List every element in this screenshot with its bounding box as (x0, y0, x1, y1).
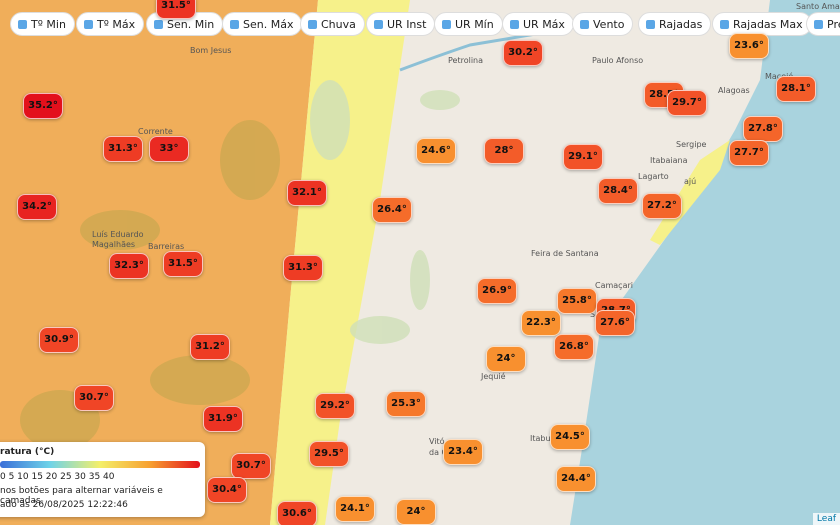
temperature-marker[interactable]: 31.5° (163, 251, 203, 277)
attribution[interactable]: Leaf (812, 513, 840, 525)
temperature-marker[interactable]: 29.2° (315, 393, 355, 419)
toolbar-button[interactable]: Vento (572, 12, 634, 36)
place-label: ajú (684, 177, 697, 186)
place-label: Sergipe (676, 140, 707, 149)
terrain (20, 120, 280, 450)
place-label: Itabaiana (650, 156, 688, 165)
legend-title: ratura (°C) (0, 447, 55, 457)
temperature-marker[interactable]: 24° (396, 499, 436, 525)
place-label: Bom Jesus (190, 46, 232, 55)
toolbar-button[interactable]: Tº Máx (76, 12, 145, 36)
temperature-marker[interactable]: 26.9° (477, 278, 517, 304)
place-label: Alagoas (718, 86, 750, 95)
toolbar-button[interactable]: Chuva (300, 12, 365, 36)
temperature-marker[interactable]: 35.2° (23, 93, 63, 119)
temperature-marker[interactable]: 26.8° (554, 334, 594, 360)
temperature-marker[interactable]: 27.6° (595, 310, 635, 336)
temperature-marker[interactable]: 28° (484, 138, 524, 164)
temperature-marker[interactable]: 32.1° (287, 180, 327, 206)
temperature-marker[interactable]: 31.3° (103, 136, 143, 162)
toolbar-button[interactable]: Tº Min (10, 12, 75, 36)
place-label: Luís Eduardo (92, 230, 144, 239)
temperature-marker[interactable]: 27.8° (743, 116, 783, 142)
temperature-marker[interactable]: 32.3° (109, 253, 149, 279)
temperature-marker[interactable]: 27.2° (642, 193, 682, 219)
place-label: Petrolina (448, 56, 484, 65)
legend: ratura (°C) 0 5 10 15 20 25 30 35 40 nos… (0, 442, 205, 517)
vegetation (310, 80, 460, 344)
place-label: Santo Amaro (796, 2, 840, 11)
temperature-marker[interactable]: 30.6° (277, 501, 317, 525)
temperature-marker[interactable]: 23.4° (443, 439, 483, 465)
legend-updated: ado às 26/08/2025 12:22:46 (0, 500, 128, 510)
temperature-marker[interactable]: 33° (149, 136, 189, 162)
temperature-marker[interactable]: 24.5° (550, 424, 590, 450)
temperature-marker[interactable]: 31.9° (203, 406, 243, 432)
temperature-marker[interactable]: 34.2° (17, 194, 57, 220)
toolbar-button[interactable]: Pre (806, 12, 840, 36)
place-label: Camaçari (595, 281, 633, 290)
legend-hint: nos botões para alternar variáveis e cam… (0, 486, 163, 506)
toolbar-button[interactable]: UR Máx (502, 12, 574, 36)
place-label: Barreiras (148, 242, 185, 251)
temperature-marker[interactable]: 29.1° (563, 144, 603, 170)
toolbar-button[interactable]: Sen. Máx (222, 12, 303, 36)
temperature-marker[interactable]: 31.3° (283, 255, 323, 281)
temperature-marker[interactable]: 30.4° (207, 477, 247, 503)
place-label: Jequié (481, 372, 506, 381)
temperature-marker[interactable]: 27.7° (729, 140, 769, 166)
place-label: Corrente (138, 127, 173, 136)
place-label: Paulo Afonso (592, 56, 644, 65)
temperature-marker[interactable]: 31.5° (156, 0, 196, 19)
temperature-marker[interactable]: 29.7° (667, 90, 707, 116)
temperature-marker[interactable]: 28.4° (598, 178, 638, 204)
temperature-marker[interactable]: 23.6° (729, 33, 769, 59)
temperature-marker[interactable]: 30.7° (74, 385, 114, 411)
temperature-marker[interactable]: 31.2° (190, 334, 230, 360)
temperature-marker[interactable]: 28.1° (776, 76, 816, 102)
temperature-marker[interactable]: 25.8° (557, 288, 597, 314)
toolbar-button[interactable]: UR Mín (434, 12, 503, 36)
temperature-marker[interactable]: 30.7° (231, 453, 271, 479)
temperature-marker[interactable]: 30.2° (503, 40, 543, 66)
temperature-marker[interactable]: 29.5° (309, 441, 349, 467)
place-label: Magalhães (92, 240, 136, 249)
toolbar-button[interactable]: Rajadas (638, 12, 712, 36)
temperature-marker[interactable]: 22.3° (521, 310, 561, 336)
place-label: Vitó (429, 437, 445, 446)
temperature-marker[interactable]: 24.1° (335, 496, 375, 522)
place-label: Itabu (530, 434, 551, 443)
toolbar-button[interactable]: UR Inst (366, 12, 436, 36)
toolbar-button[interactable]: Rajadas Max (712, 12, 812, 36)
temperature-marker[interactable]: 24.6° (416, 138, 456, 164)
place-label: Lagarto (638, 172, 669, 181)
legend-gradient (0, 461, 200, 468)
temperature-marker[interactable]: 24.4° (556, 466, 596, 492)
temperature-marker[interactable]: 30.9° (39, 327, 79, 353)
legend-scale: 0 5 10 15 20 25 30 35 40 (0, 472, 115, 482)
temperature-marker[interactable]: 26.4° (372, 197, 412, 223)
warm-region (270, 0, 410, 525)
place-label: Feira de Santana (531, 249, 599, 258)
temperature-marker[interactable]: 25.3° (386, 391, 426, 417)
temperature-marker[interactable]: 24° (486, 346, 526, 372)
